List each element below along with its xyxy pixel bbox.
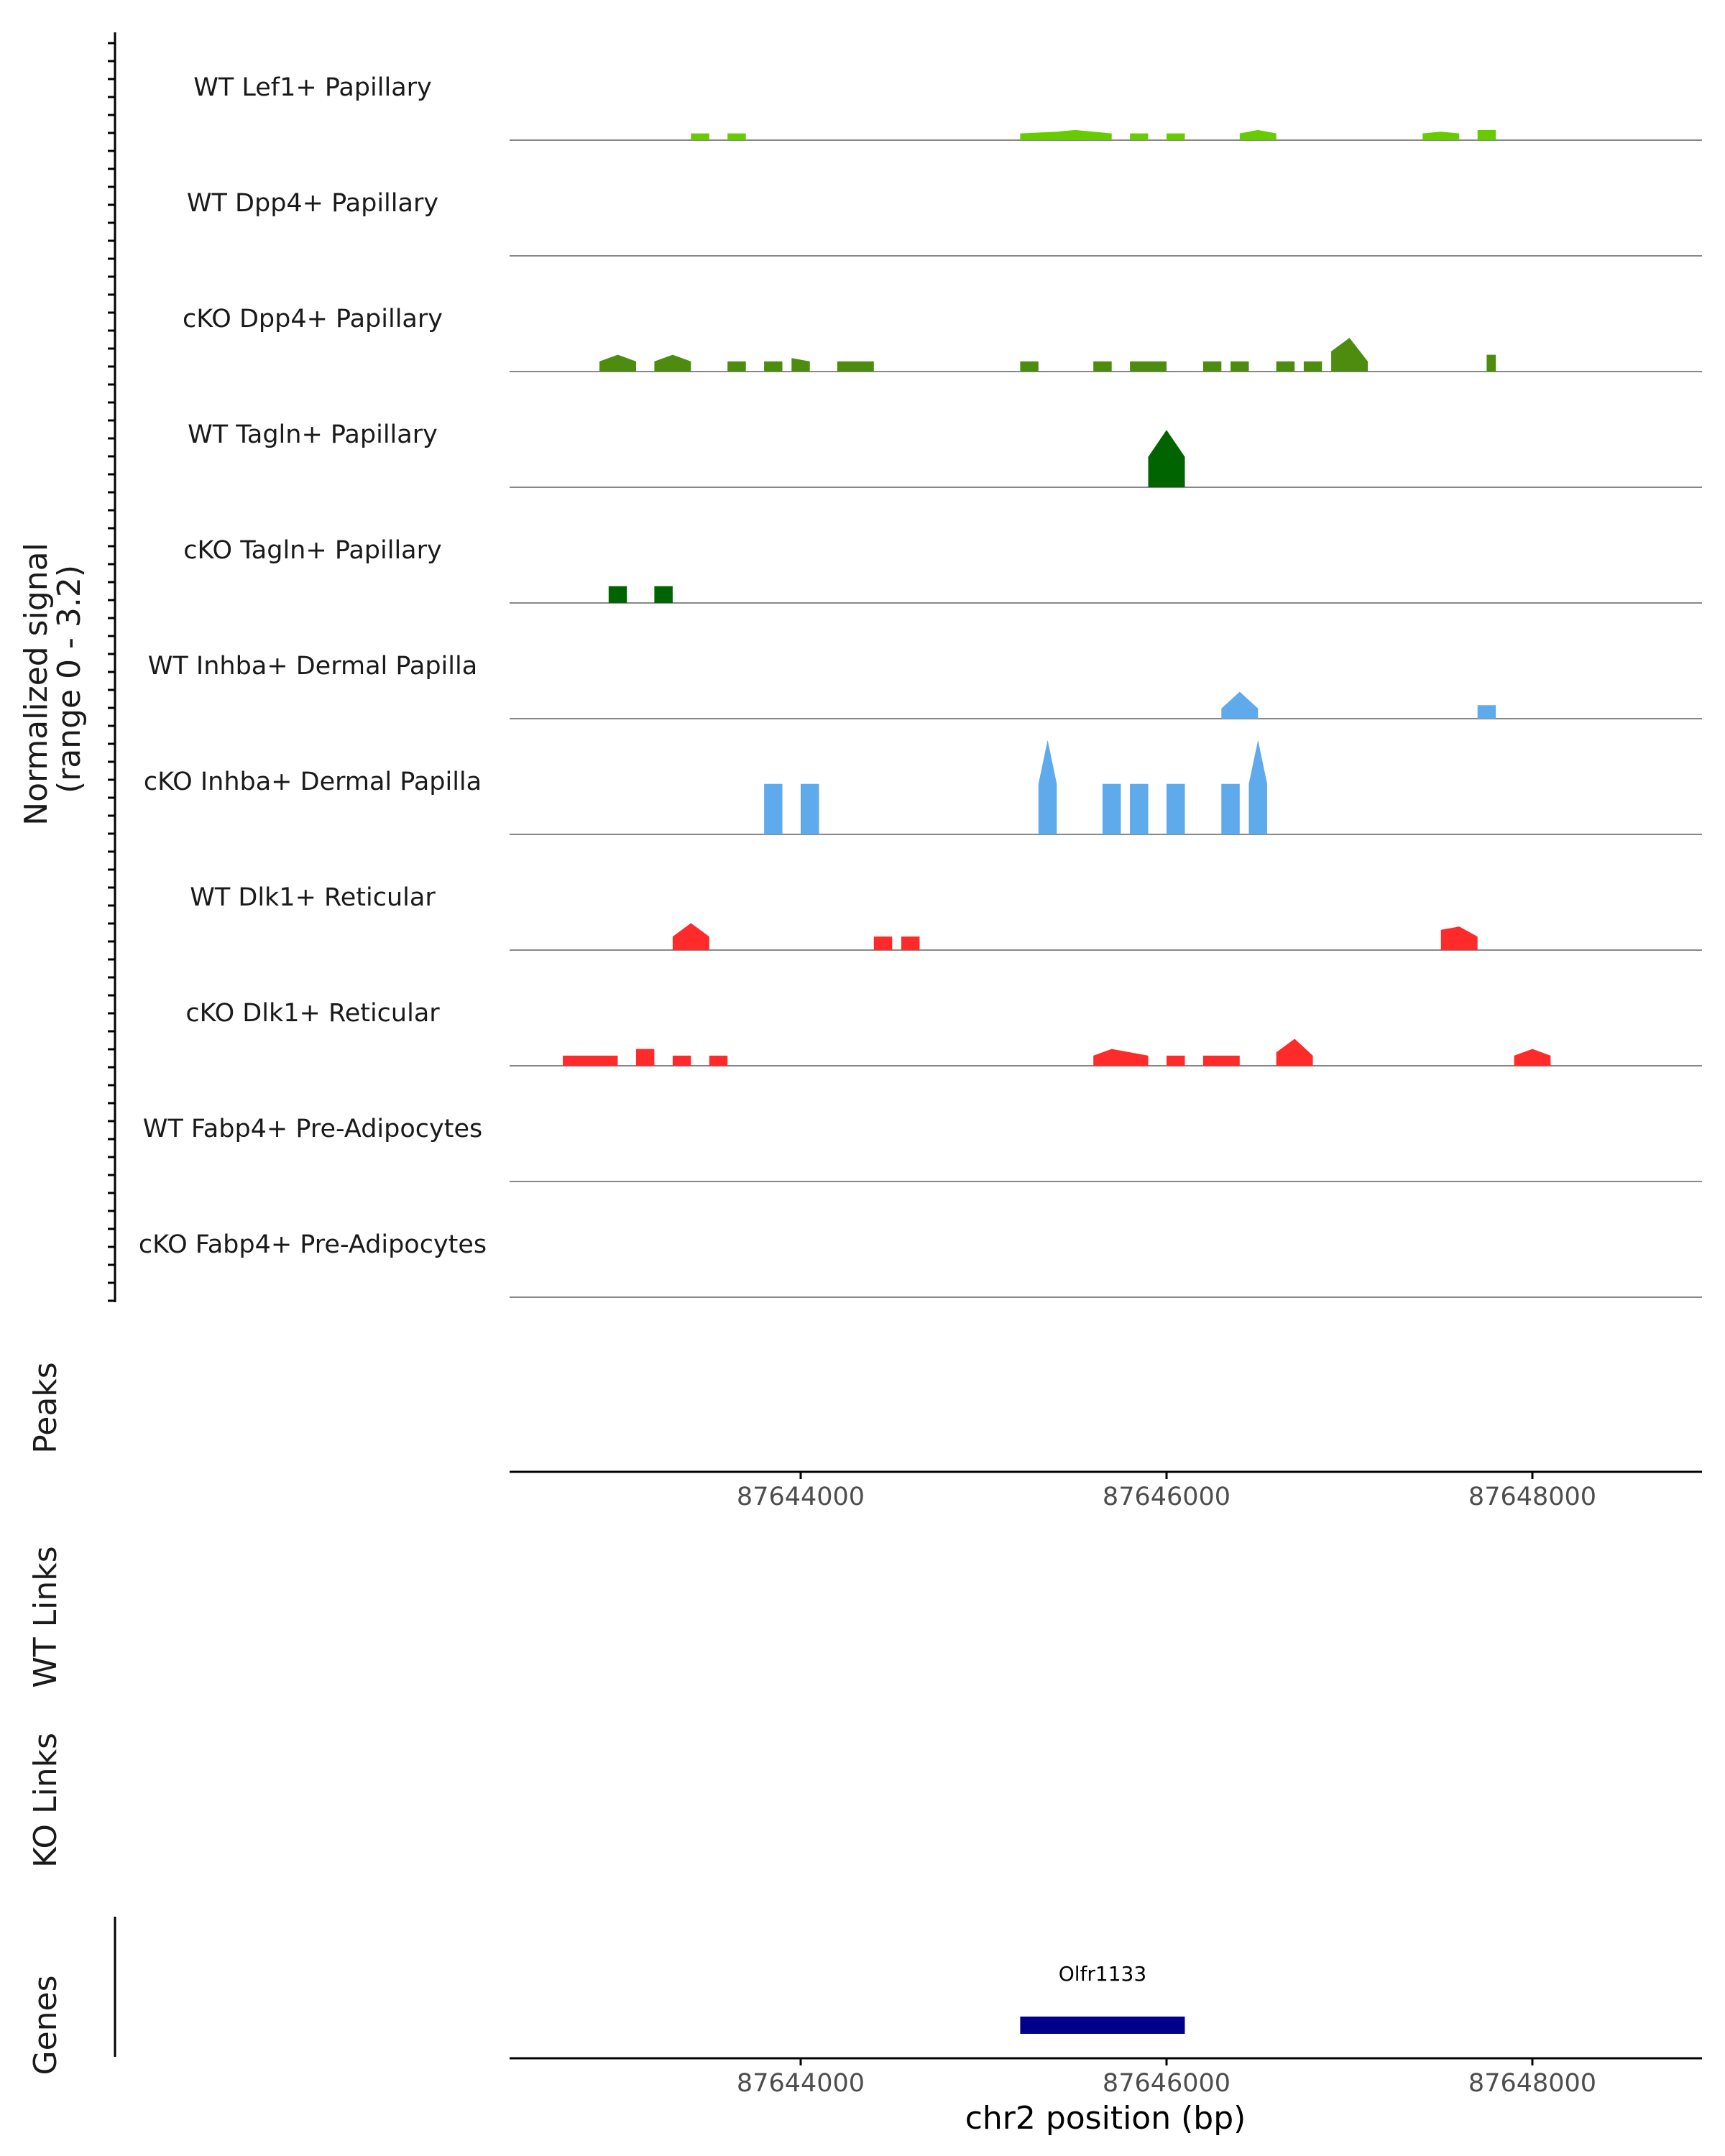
coverage-area <box>1303 361 1322 372</box>
coverage-track: cKO Tagln+ Papillary <box>183 536 1702 604</box>
y-axis-title-line1: Normalized signal <box>18 543 55 826</box>
coverage-area <box>636 1049 655 1066</box>
coverage-area <box>1148 430 1185 487</box>
coverage-area <box>1102 783 1121 834</box>
coverage-area <box>1020 361 1039 372</box>
track-label: cKO Tagln+ Papillary <box>183 536 442 565</box>
coverage-area <box>1486 354 1496 372</box>
peaks-title: Peaks <box>27 1362 64 1453</box>
signal-y-axis <box>108 32 116 1302</box>
track-label: WT Tagln+ Papillary <box>188 420 438 449</box>
x-tick-label: 87644000 <box>737 2069 865 2098</box>
coverage-area <box>1202 1055 1240 1066</box>
coverage-track: cKO Dpp4+ Papillary <box>183 305 1702 372</box>
x-tick-label: 87648000 <box>1468 1483 1596 1511</box>
coverage-area <box>563 1055 618 1066</box>
coverage-area <box>672 923 709 950</box>
x-axis-title: chr2 position (bp) <box>965 2100 1246 2137</box>
coverage-area <box>901 936 920 950</box>
coverage-area <box>1331 338 1368 372</box>
coverage-area <box>791 358 810 372</box>
coverage-area <box>1167 133 1185 140</box>
coverage-track: WT Lef1+ Papillary <box>193 73 1702 141</box>
x-tick-label: 87644000 <box>737 1483 865 1511</box>
coverage-area <box>1477 129 1496 140</box>
track-label: WT Inhba+ Dermal Papilla <box>148 652 477 681</box>
genes-x-axis-ticks: 87644000 87646000 87648000 <box>737 2058 1596 2098</box>
coverage-area <box>1514 1049 1551 1066</box>
track-label: cKO Dpp4+ Papillary <box>183 305 443 333</box>
coverage-area <box>1167 1055 1185 1066</box>
coverage-area <box>1221 691 1259 719</box>
y-axis-title: Normalized signal (range 0 - 3.2) <box>18 533 88 826</box>
track-label: WT Fabp4+ Pre-Adipocytes <box>143 1115 482 1143</box>
coverage-area <box>1248 740 1267 834</box>
coverage-area <box>764 783 783 834</box>
wt-links-title: WT Links <box>27 1546 64 1687</box>
coverage-area <box>1167 783 1185 834</box>
coverage-area <box>1276 1038 1313 1066</box>
track-label: cKO Fabp4+ Pre-Adipocytes <box>139 1230 487 1259</box>
coverage-area <box>1130 133 1149 140</box>
coverage-area <box>837 361 874 372</box>
track-label: WT Lef1+ Papillary <box>193 73 432 102</box>
coverage-area <box>1130 361 1167 372</box>
coverage-area <box>1093 361 1112 372</box>
coverage-track: cKO Fabp4+ Pre-Adipocytes <box>139 1230 1702 1298</box>
coverage-area <box>654 354 691 372</box>
coverage-area <box>1202 361 1222 372</box>
x-tick-label: 87646000 <box>1103 2069 1230 2098</box>
coverage-area <box>599 354 636 372</box>
coverage-area <box>1477 705 1496 719</box>
coverage-area <box>654 586 673 603</box>
gene-label: Olfr1133 <box>1059 1962 1146 1986</box>
gene-body <box>1020 2017 1185 2034</box>
coverage-track: WT Dpp4+ Papillary <box>187 189 1702 257</box>
x-tick-label: 87648000 <box>1468 2069 1596 2098</box>
coverage-area <box>727 361 746 372</box>
coverage-track: cKO Inhba+ Dermal Papilla <box>144 740 1702 835</box>
coverage-area <box>608 586 627 603</box>
coverage-area <box>709 1055 728 1066</box>
y-axis-title-line2: (range 0 - 3.2) <box>51 565 88 793</box>
coverage-area <box>1276 361 1295 372</box>
coverage-track: WT Fabp4+ Pre-Adipocytes <box>143 1115 1702 1182</box>
coverage-area <box>1422 132 1460 140</box>
coverage-area <box>727 133 746 140</box>
coverage-track: cKO Dlk1+ Reticular <box>185 999 1702 1067</box>
coverage-area <box>801 783 819 834</box>
coverage-track: WT Tagln+ Papillary <box>188 420 1702 488</box>
coverage-area <box>764 361 783 372</box>
track-label: cKO Dlk1+ Reticular <box>185 999 440 1028</box>
peaks-x-axis-ticks: 87644000 87646000 87648000 <box>737 1472 1596 1511</box>
coverage-area <box>873 936 893 950</box>
coverage-tracks: WT Lef1+ Papillary WT Dpp4+ Papillary cKO … <box>139 73 1702 1298</box>
coverage-track: WT Dlk1+ Reticular <box>190 883 1702 951</box>
coverage-track: WT Inhba+ Dermal Papilla <box>148 652 1702 719</box>
coverage-area <box>1130 783 1149 834</box>
ko-links-title: KO Links <box>27 1733 64 1868</box>
coverage-area <box>691 133 709 140</box>
track-label: cKO Inhba+ Dermal Papilla <box>144 768 482 796</box>
track-label: WT Dpp4+ Papillary <box>187 189 438 218</box>
coverage-area <box>1038 740 1057 834</box>
genes-title: Genes <box>27 1975 64 2075</box>
coverage-area <box>1221 783 1240 834</box>
track-label: WT Dlk1+ Reticular <box>190 883 436 912</box>
x-tick-label: 87646000 <box>1103 1483 1230 1511</box>
coverage-area <box>1020 129 1112 140</box>
gene-annotations: Olfr1133 <box>1020 1962 1185 2034</box>
coverage-area <box>1230 361 1249 372</box>
coverage-area <box>1239 129 1276 140</box>
coverage-area <box>1093 1049 1149 1066</box>
coverage-area <box>672 1055 691 1066</box>
coverage-area <box>1440 926 1478 950</box>
